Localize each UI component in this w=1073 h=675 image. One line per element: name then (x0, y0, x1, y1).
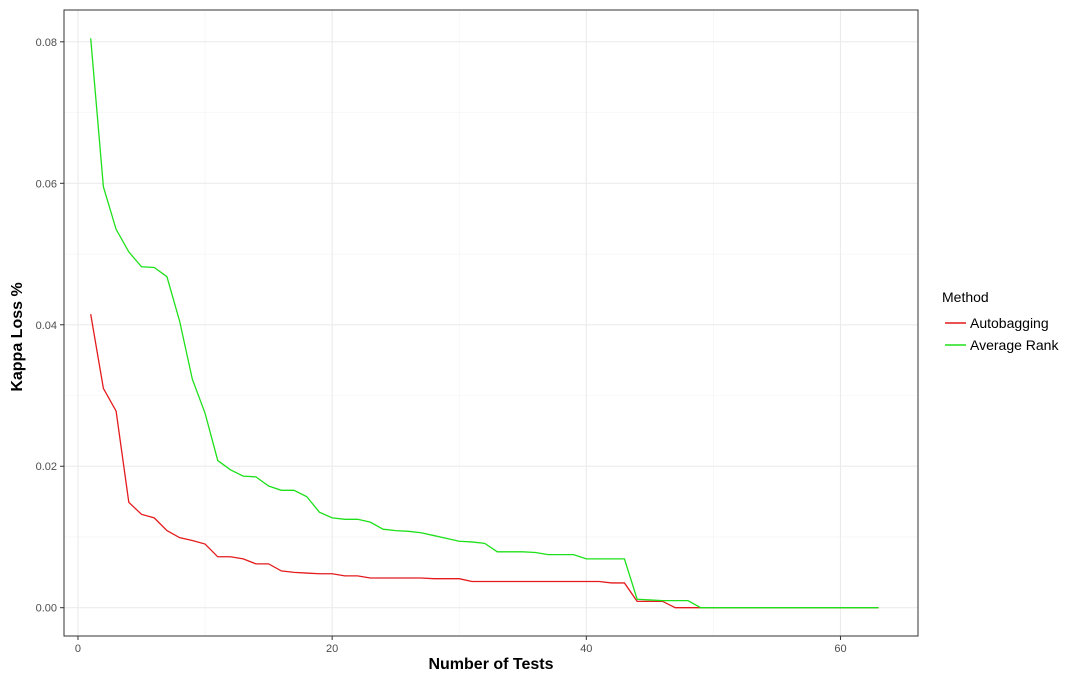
y-tick-label: 0.00 (36, 603, 57, 615)
y-tick-label: 0.04 (36, 320, 57, 332)
legend-label-average-rank: Average Rank (970, 337, 1059, 353)
y-tick-label: 0.02 (36, 461, 57, 473)
plot-panel (63, 9, 919, 637)
y-axis-title: Kappa Loss % (9, 282, 26, 391)
y-tick-label: 0.08 (36, 37, 57, 49)
x-tick-label: 40 (580, 643, 592, 655)
x-axis: 0 20 40 60 (75, 636, 847, 655)
legend-items: Autobagging Average Rank (945, 315, 1059, 353)
x-axis-title: Number of Tests (428, 656, 553, 673)
y-tick-label: 0.06 (36, 178, 57, 190)
series-line-average-rank (90, 38, 879, 609)
panel-border (63, 9, 919, 637)
legend-title: Method (942, 289, 989, 305)
legend: Method Autobagging Average Rank (942, 289, 1059, 353)
minor-gridlines (64, 10, 918, 636)
legend-label-autobagging: Autobagging (970, 315, 1049, 331)
major-gridlines (64, 10, 918, 636)
y-axis: 0.00 0.02 0.04 0.06 0.08 (36, 37, 64, 615)
x-tick-label: 20 (326, 643, 338, 655)
x-tick-label: 60 (834, 643, 846, 655)
series-layer (90, 38, 879, 609)
x-tick-label: 0 (75, 643, 81, 655)
